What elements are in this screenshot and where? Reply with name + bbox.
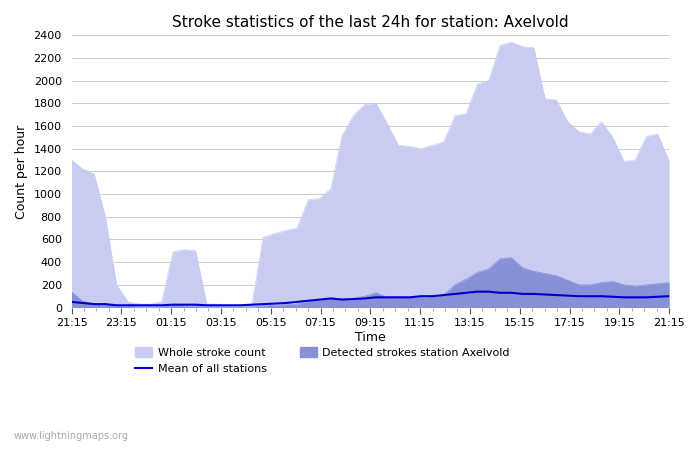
Title: Stroke statistics of the last 24h for station: Axelvold: Stroke statistics of the last 24h for st…: [172, 15, 568, 30]
Text: www.lightningmaps.org: www.lightningmaps.org: [14, 431, 129, 441]
Legend: Whole stroke count, Mean of all stations, Detected strokes station Axelvold: Whole stroke count, Mean of all stations…: [131, 343, 514, 378]
Y-axis label: Count per hour: Count per hour: [15, 124, 28, 219]
X-axis label: Time: Time: [355, 331, 386, 344]
